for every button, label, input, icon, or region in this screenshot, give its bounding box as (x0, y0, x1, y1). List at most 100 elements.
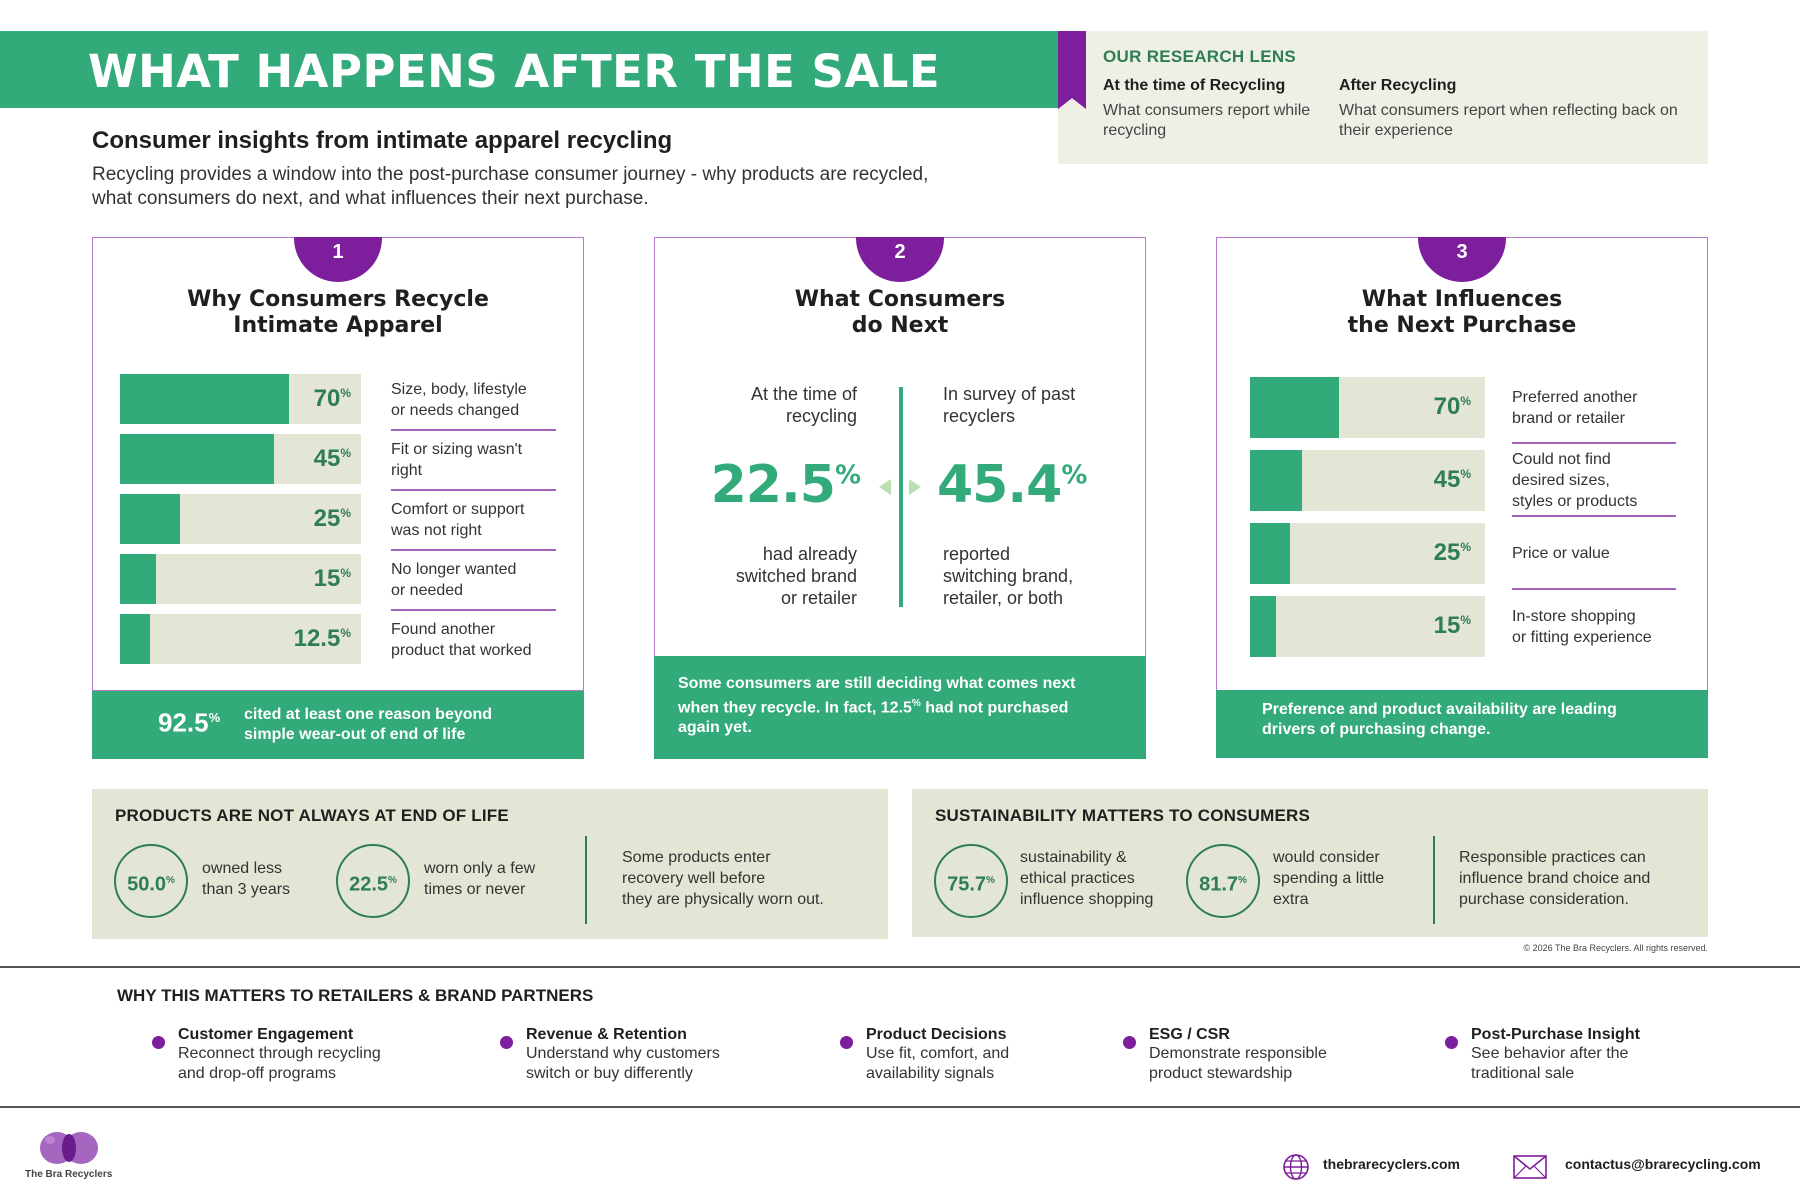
research-lens-title: OUR RESEARCH LENS (1103, 47, 1297, 66)
bar-separator (1512, 588, 1676, 590)
bookmark-icon (1058, 31, 1086, 109)
panel-sustainability: SUSTAINABILITY MATTERS TO CONSUMERS 75.7… (912, 789, 1708, 937)
stat-ring-sustainability: 75.7% (934, 844, 1008, 918)
bar-label: Preferred another brand or retailer (1512, 388, 1638, 427)
bar-track: 70% (1250, 377, 1485, 438)
card2-left-value: 22.5% (710, 455, 861, 515)
bar-separator (391, 609, 556, 611)
bullet-dot-icon (1123, 1036, 1136, 1049)
card2-footer: Some consumers are still deciding what c… (654, 656, 1146, 759)
title-band: WHAT HAPPENS AFTER THE SALE (0, 31, 1058, 108)
panel-left-divider (585, 836, 587, 924)
website-link[interactable]: thebrarecyclers.com (1323, 1156, 1460, 1172)
bar-value: 45% (1433, 466, 1471, 493)
bar-track: 45% (120, 434, 361, 484)
card2-divider (899, 387, 903, 607)
arrow-right-icon (909, 479, 921, 495)
email-link[interactable]: contactus@brarecycling.com (1565, 1156, 1761, 1172)
lens-col2-text: What consumers report when reflecting ba… (1339, 102, 1678, 139)
bar-fill (120, 554, 157, 604)
copyright: © 2026 The Bra Recyclers. All rights res… (1523, 943, 1708, 953)
bar-fill (1250, 450, 1302, 511)
card2-right-value: 45.4% (937, 455, 1087, 515)
bar-label: In-store shopping or fitting experience (1512, 607, 1652, 646)
stat-owned-text: owned less than 3 years (202, 860, 291, 898)
stat-worn-text: worn only a few times or never (424, 860, 536, 898)
card2-left-heading: At the time of recycling (750, 384, 857, 426)
bar-track: 25% (120, 494, 361, 544)
bar-value: 12.5% (293, 625, 351, 652)
bar-fill (120, 494, 181, 544)
card2-right-heading: In survey of past recyclers (943, 384, 1076, 426)
lens-col2-title: After Recycling (1339, 77, 1457, 94)
card1-title: Why Consumers Recycle Intimate Apparel (187, 287, 489, 338)
arrow-left-icon (879, 479, 891, 495)
divider-top (0, 966, 1800, 968)
panel-end-of-life: PRODUCTS ARE NOT ALWAYS AT END OF LIFE 5… (92, 789, 888, 939)
bar-label: Could not find desired sizes, styles or pr… (1512, 451, 1638, 510)
logo-text: The Bra Recyclers (25, 1169, 113, 1180)
stat-ring-spending: 81.7% (1186, 844, 1260, 918)
why-item: Post-Purchase Insight See behavior after … (1471, 1026, 1640, 1082)
bar-separator (391, 549, 556, 551)
bar-track: 15% (1250, 596, 1485, 657)
bar-fill (120, 374, 289, 424)
stat-sustainability-text: sustainability & ethical practices influen… (1020, 849, 1154, 908)
bullet-dot-icon (500, 1036, 513, 1049)
bar-value: 70% (1433, 393, 1471, 420)
bar-track: 45% (1250, 450, 1485, 511)
bar-track: 70% (120, 374, 361, 424)
bar-fill (1250, 377, 1340, 438)
card1-footer: 92.5% cited at least one reason beyond si… (92, 691, 584, 759)
panel-right-note: Responsible practices can influence brand… (1459, 849, 1651, 908)
research-lens-panel (1058, 31, 1708, 164)
why-item: ESG / CSR Demonstrate responsible product … (1149, 1026, 1327, 1082)
bar-fill (1250, 523, 1290, 584)
bar-separator (1512, 442, 1676, 444)
bar-fill (120, 434, 275, 484)
bar-separator (391, 429, 556, 431)
bar-value: 25% (1433, 539, 1471, 566)
bar-label: Found another product that worked (391, 621, 532, 659)
lens-col1-text: What consumers report while recycling (1103, 102, 1311, 139)
bar-label: Price or value (1512, 545, 1610, 562)
panel-right-divider (1433, 836, 1435, 924)
stat-spending-text: would consider spending a little extra (1273, 849, 1385, 908)
globe-icon (1282, 1153, 1310, 1186)
panel-right-title: SUSTAINABILITY MATTERS TO CONSUMERS (935, 806, 1311, 825)
bullet-dot-icon (1445, 1036, 1458, 1049)
panel-left-note: Some products enter recovery well before t… (622, 849, 824, 908)
bar-label: No longer wanted or needed (391, 561, 517, 599)
bar-value: 15% (1433, 612, 1471, 639)
card3-footer: Preference and product availability are … (1216, 690, 1708, 758)
card2-left-text: had already switched brand or retailer (735, 544, 857, 608)
card3-title: What Influences the Next Purchase (1347, 287, 1577, 338)
bar-track: 25% (1250, 523, 1485, 584)
bar-fill (1250, 596, 1276, 657)
bar-value: 25% (313, 505, 351, 532)
bar-fill (120, 614, 151, 664)
stat-ring-owned: 50.0% (114, 844, 188, 918)
divider-bottom (0, 1106, 1800, 1108)
bar-label: Comfort or support was not right (391, 501, 525, 539)
page-title: WHAT HAPPENS AFTER THE SALE (88, 45, 941, 98)
card1-footer-stat: 92.5% (158, 707, 221, 738)
bullet-dot-icon (840, 1036, 853, 1049)
bar-value: 45% (313, 445, 351, 472)
intro-text: Recycling provides a window into the pos… (92, 164, 929, 209)
envelope-icon (1513, 1155, 1547, 1184)
bar-value: 15% (313, 565, 351, 592)
bar-label: Size, body, lifestyle or needs changed (391, 381, 527, 419)
bar-separator (1512, 515, 1676, 517)
why-item: Revenue & Retention Understand why custom… (526, 1026, 720, 1082)
why-item: Customer Engagement Reconnect through rec… (178, 1026, 381, 1082)
bar-track: 15% (120, 554, 361, 604)
panel-left-title: PRODUCTS ARE NOT ALWAYS AT END OF LIFE (115, 806, 509, 825)
card2-title: What Consumers do Next (794, 287, 1006, 338)
why-item: Product Decisions Use fit, comfort, and av… (866, 1026, 1010, 1082)
bar-value: 70% (313, 385, 351, 412)
bar-label: Fit or sizing wasn't right (391, 441, 523, 479)
lens-col1-title: At the time of Recycling (1103, 77, 1286, 94)
stat-ring-worn: 22.5% (336, 844, 410, 918)
card2-right-text: reported switching brand, retailer, or bot… (943, 544, 1074, 608)
